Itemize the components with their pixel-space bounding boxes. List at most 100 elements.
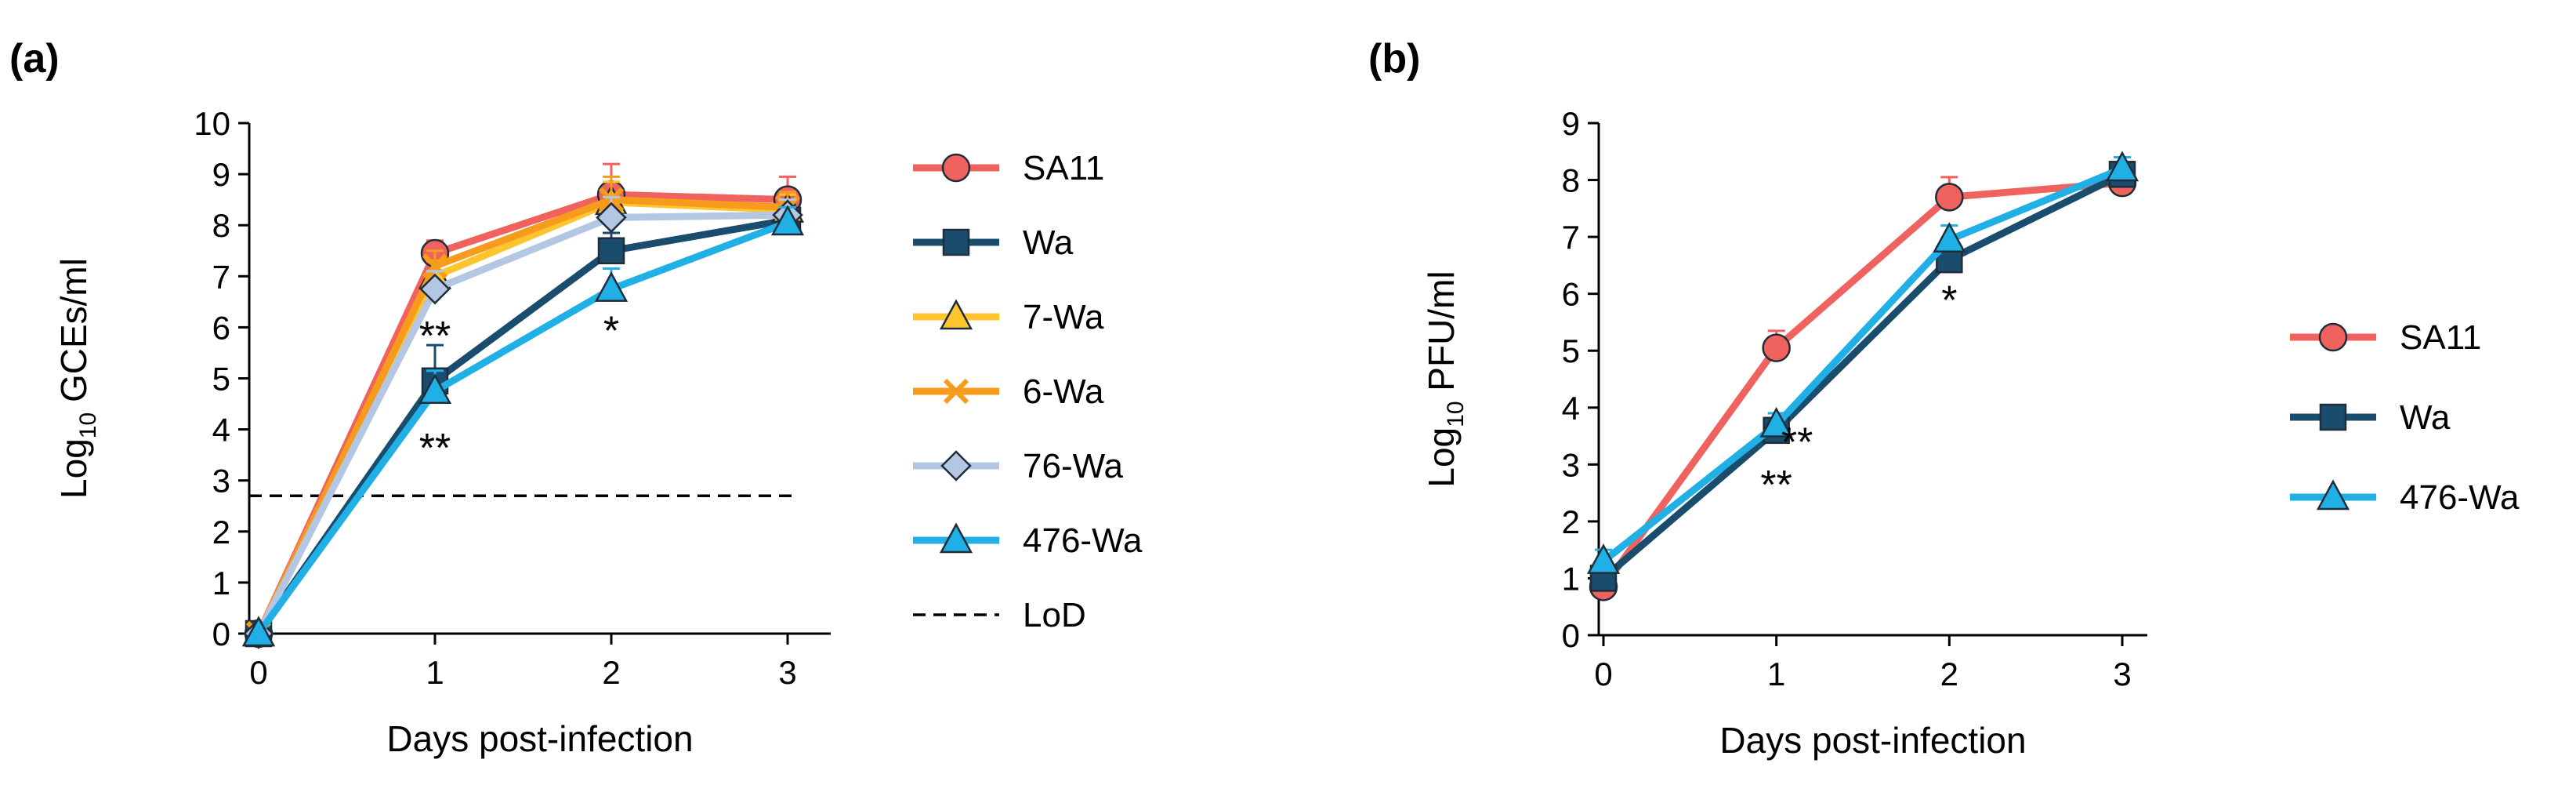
y-tick-label: 0 bbox=[212, 616, 230, 652]
y-tick-label: 2 bbox=[1562, 503, 1580, 540]
series-line bbox=[1601, 165, 2124, 565]
series-wa bbox=[245, 203, 802, 648]
series-line bbox=[255, 216, 788, 636]
y-tick-label: 10 bbox=[194, 105, 230, 142]
legend-swatch-marker bbox=[943, 378, 969, 405]
legend-item: Wa bbox=[2290, 398, 2451, 437]
panel-a: (a) 0 1 2 3 4 5 6 7 8 9 10 0 1 2 3 Days post-infection Lo… bbox=[9, 36, 1143, 759]
y-axis-title: Log10 PFU/ml bbox=[1421, 271, 1469, 487]
legend-item: 7-Wa bbox=[913, 298, 1104, 336]
series-line bbox=[255, 198, 788, 635]
data-point bbox=[1586, 543, 1621, 574]
x-tick-label: 0 bbox=[249, 654, 267, 691]
significance-annotation: ** bbox=[1781, 420, 1813, 466]
y-tick-label: 7 bbox=[212, 258, 230, 295]
y-tick-label: 7 bbox=[1562, 219, 1580, 256]
x-tick-label: 2 bbox=[1940, 656, 1958, 692]
y-tick-label: 1 bbox=[212, 565, 230, 601]
y-tick-label: 2 bbox=[212, 514, 230, 550]
legend-label: 6-Wa bbox=[1023, 372, 1104, 411]
x-tick-label: 1 bbox=[426, 654, 444, 691]
legend-swatch-marker bbox=[940, 450, 972, 481]
y-tick-label: 8 bbox=[212, 207, 230, 244]
legend-label: LoD bbox=[1023, 596, 1086, 634]
data-point bbox=[1759, 406, 1793, 438]
legend-swatch-marker bbox=[941, 153, 971, 183]
legend-item: Wa bbox=[913, 223, 1074, 262]
series-line bbox=[255, 211, 788, 636]
significance-annotation: * bbox=[1941, 278, 1957, 323]
panel-label: (b) bbox=[1368, 36, 1420, 82]
x-axis-title: Days post-infection bbox=[1719, 720, 2026, 761]
data-point bbox=[241, 616, 276, 647]
legend-item: 6-Wa bbox=[913, 372, 1104, 411]
data-point-stroke-2 bbox=[422, 253, 448, 279]
y-axis-title-log: Log bbox=[53, 438, 94, 499]
y-axis-title-subscript: 10 bbox=[75, 412, 101, 438]
panel-label: (a) bbox=[9, 36, 60, 82]
series-476-wa bbox=[1586, 151, 2139, 574]
data-point bbox=[597, 237, 625, 264]
x-tick-label: 3 bbox=[778, 654, 796, 691]
series-line bbox=[1600, 179, 2123, 589]
y-tick-label: 0 bbox=[1562, 617, 1580, 654]
x-axis-title: Days post-infection bbox=[386, 718, 693, 759]
legend-label: Wa bbox=[2400, 398, 2451, 437]
legend-swatch-marker bbox=[2316, 479, 2350, 511]
legend-label: 76-Wa bbox=[1023, 447, 1123, 485]
y-tick-label: 6 bbox=[212, 309, 230, 346]
data-point bbox=[770, 205, 805, 236]
data-point bbox=[422, 253, 448, 279]
y-axis-title-unit: GCEs/ml bbox=[53, 258, 94, 412]
legend-swatch-marker bbox=[939, 299, 973, 330]
legend-swatch-marker bbox=[2319, 403, 2347, 431]
data-point bbox=[2105, 151, 2139, 182]
series-76-wa bbox=[243, 195, 803, 649]
data-point bbox=[594, 271, 629, 302]
legend-item: 76-Wa bbox=[913, 447, 1123, 485]
significance-annotation: ** bbox=[419, 314, 451, 359]
legend-item: LoD bbox=[913, 596, 1086, 634]
x-tick-label: 3 bbox=[2113, 656, 2131, 692]
legend-item: 476-Wa bbox=[2290, 478, 2520, 517]
y-tick-label: 4 bbox=[1562, 390, 1580, 427]
x-tick-label: 1 bbox=[1767, 656, 1785, 692]
legend-item: 476-Wa bbox=[913, 521, 1143, 560]
data-point bbox=[418, 373, 452, 405]
legend-swatch-marker-stroke-2 bbox=[943, 378, 969, 405]
legend-item: SA11 bbox=[2290, 318, 2481, 357]
series-sa11 bbox=[1589, 168, 2137, 601]
legend-label: SA11 bbox=[2400, 318, 2481, 357]
data-point bbox=[596, 202, 627, 234]
data-point bbox=[1762, 333, 1791, 362]
y-tick-label: 4 bbox=[212, 412, 230, 449]
significance-annotation: * bbox=[603, 308, 619, 354]
y-tick-label: 3 bbox=[212, 463, 230, 500]
legend-swatch-marker bbox=[942, 228, 970, 256]
y-axis-title-log: Log bbox=[1421, 427, 1462, 488]
legend-swatch-marker bbox=[939, 522, 973, 554]
series-476-wa bbox=[241, 205, 805, 647]
legend-item: SA11 bbox=[913, 149, 1104, 187]
significance-annotation: ** bbox=[1760, 463, 1792, 508]
data-point bbox=[1933, 222, 1966, 253]
series-line bbox=[255, 196, 788, 635]
y-tick-label: 6 bbox=[1562, 276, 1580, 313]
data-point bbox=[1935, 183, 1964, 212]
series-line bbox=[255, 191, 788, 635]
legend-label: 476-Wa bbox=[1023, 521, 1143, 560]
x-tick-label: 0 bbox=[1594, 656, 1612, 692]
y-tick-label: 5 bbox=[212, 361, 230, 398]
legend-label: 476-Wa bbox=[2400, 478, 2520, 517]
series-wa bbox=[1589, 161, 2136, 592]
y-axis-title-unit: PFU/ml bbox=[1421, 271, 1462, 401]
panel-b: (b) 0 1 2 3 4 5 6 7 8 9 0 1 2 3 Days post-infection Log1… bbox=[1368, 36, 2520, 761]
y-axis-title: Log10 GCEs/ml bbox=[53, 258, 101, 499]
legend-label: SA11 bbox=[1023, 149, 1104, 187]
legend-label: Wa bbox=[1023, 223, 1074, 262]
y-axis-title-subscript: 10 bbox=[1443, 401, 1469, 427]
legend-swatch-marker bbox=[2318, 322, 2348, 352]
y-tick-label: 3 bbox=[1562, 446, 1580, 483]
y-tick-label: 1 bbox=[1562, 560, 1580, 597]
